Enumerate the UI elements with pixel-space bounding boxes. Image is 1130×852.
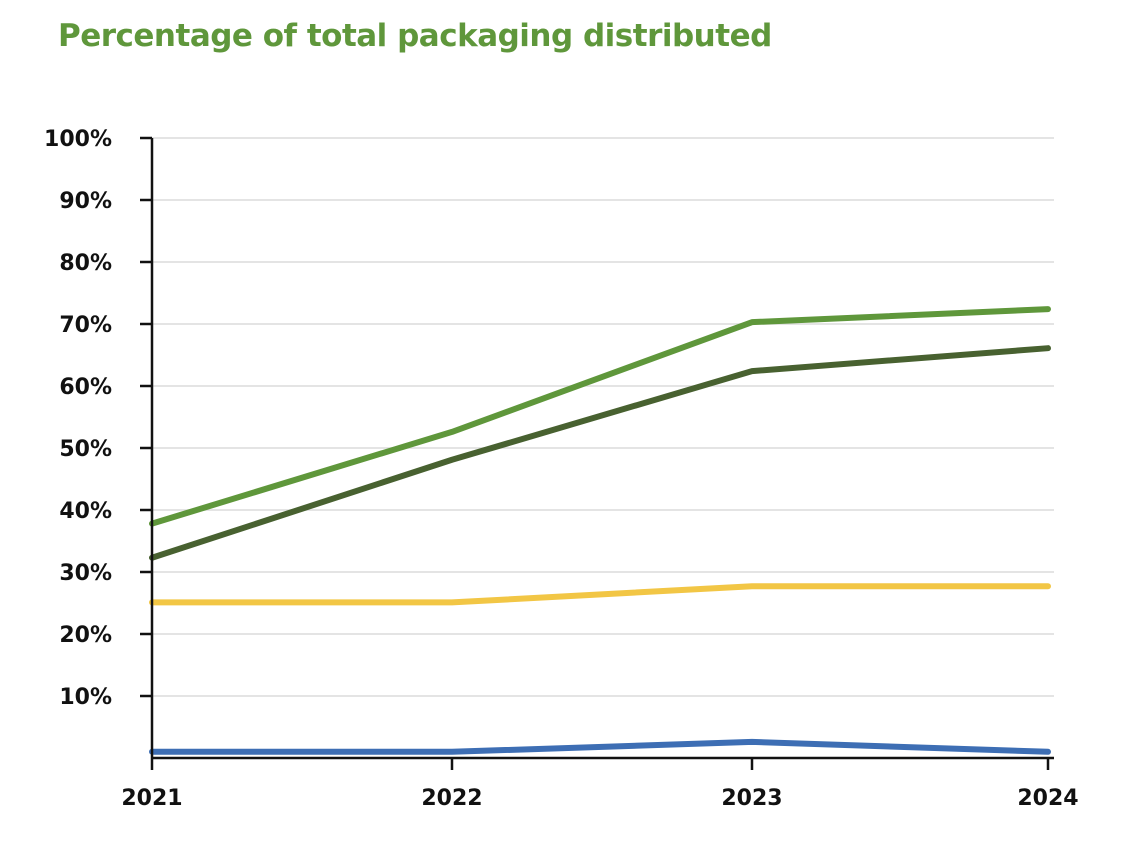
y-tick-label: 100% bbox=[44, 127, 112, 152]
y-axis-tick-labels: 10% 20% 30% 40% 50% 60% 70% 80% 90% 100% bbox=[44, 127, 112, 710]
y-tick-label: 90% bbox=[59, 189, 112, 214]
x-tick-label: 2022 bbox=[421, 786, 482, 811]
series-line-4 bbox=[149, 738, 1051, 755]
x-tick-label: 2021 bbox=[121, 786, 182, 811]
series-line-1 bbox=[149, 306, 1051, 527]
y-tick-label: 60% bbox=[59, 375, 112, 400]
series-line-2 bbox=[149, 345, 1051, 561]
y-tick-label: 80% bbox=[59, 251, 112, 276]
y-tick-label: 40% bbox=[59, 499, 112, 524]
chart-title: Percentage of total packaging distribute… bbox=[58, 18, 772, 54]
y-tick-label: 70% bbox=[59, 313, 112, 338]
y-tick-label: 10% bbox=[59, 685, 112, 710]
series-lines bbox=[149, 306, 1051, 755]
x-tick-label: 2024 bbox=[1017, 786, 1078, 811]
axes bbox=[140, 136, 1054, 770]
y-tick-label: 30% bbox=[59, 561, 112, 586]
x-axis-tick-labels: 2021 2022 2023 2024 bbox=[121, 786, 1078, 811]
gridlines bbox=[152, 137, 1054, 697]
y-tick-label: 20% bbox=[59, 623, 112, 648]
y-tick-label: 50% bbox=[59, 437, 112, 462]
x-tick-label: 2023 bbox=[721, 786, 782, 811]
series-line-3 bbox=[149, 583, 1051, 606]
